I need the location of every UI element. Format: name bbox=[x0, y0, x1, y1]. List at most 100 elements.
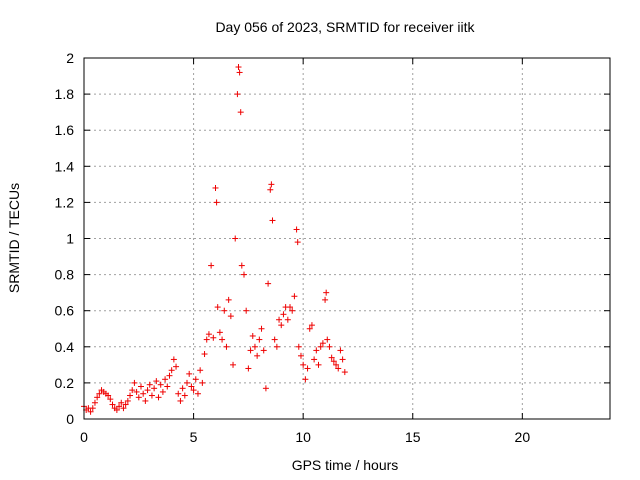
data-point bbox=[280, 311, 287, 318]
data-point bbox=[294, 239, 301, 246]
data-point bbox=[216, 329, 223, 336]
data-point bbox=[203, 336, 210, 343]
data-point bbox=[265, 280, 272, 287]
y-tick-label: 0.8 bbox=[55, 267, 75, 283]
data-series bbox=[81, 64, 348, 415]
data-point bbox=[131, 379, 138, 386]
data-point bbox=[230, 361, 237, 368]
data-point bbox=[322, 296, 329, 303]
data-point bbox=[249, 332, 256, 339]
data-point bbox=[118, 399, 125, 406]
y-tick-label: 1.8 bbox=[55, 86, 75, 102]
data-point bbox=[260, 347, 267, 354]
data-point bbox=[251, 343, 258, 350]
data-point bbox=[308, 322, 315, 329]
data-point bbox=[129, 387, 136, 394]
data-point bbox=[91, 399, 98, 406]
data-point bbox=[210, 334, 217, 341]
data-point bbox=[225, 296, 232, 303]
data-point bbox=[188, 383, 195, 390]
data-point bbox=[96, 390, 103, 397]
data-point bbox=[194, 390, 201, 397]
data-point bbox=[341, 369, 348, 376]
data-point bbox=[335, 365, 342, 372]
data-point bbox=[326, 343, 333, 350]
data-point bbox=[234, 91, 241, 98]
y-tick-label: 0.4 bbox=[55, 339, 75, 355]
axis-ticks bbox=[83, 57, 610, 420]
y-tick-labels: 0 0.2 0.4 0.6 0.8 1 1.2 1.4 1.6 1.8 2 bbox=[55, 50, 75, 427]
data-point bbox=[232, 235, 239, 242]
data-point bbox=[184, 379, 191, 386]
x-tick-label: 20 bbox=[515, 429, 531, 445]
data-point bbox=[105, 392, 112, 399]
data-point bbox=[247, 347, 254, 354]
data-point bbox=[240, 271, 247, 278]
data-point bbox=[333, 361, 340, 368]
x-tick-label: 0 bbox=[80, 429, 88, 445]
data-point bbox=[208, 262, 215, 269]
data-point bbox=[304, 365, 311, 372]
data-point bbox=[166, 372, 173, 379]
data-point bbox=[107, 396, 114, 403]
data-point bbox=[256, 336, 263, 343]
data-point bbox=[213, 199, 220, 206]
data-point bbox=[243, 307, 250, 314]
data-point bbox=[268, 181, 275, 188]
data-point bbox=[297, 352, 304, 359]
data-point bbox=[142, 397, 149, 404]
data-point bbox=[205, 331, 212, 338]
x-tick-label: 10 bbox=[295, 429, 311, 445]
y-tick-label: 1.6 bbox=[55, 122, 75, 138]
y-tick-label: 0 bbox=[66, 411, 74, 427]
data-point bbox=[89, 405, 96, 412]
data-point bbox=[262, 385, 269, 392]
data-point bbox=[236, 69, 243, 76]
data-point bbox=[133, 388, 140, 395]
data-point bbox=[254, 352, 261, 359]
data-point bbox=[153, 378, 160, 385]
data-point bbox=[164, 383, 171, 390]
data-point bbox=[273, 343, 280, 350]
data-point bbox=[179, 385, 186, 392]
y-tick-label: 2 bbox=[66, 50, 74, 66]
data-point bbox=[324, 336, 331, 343]
data-point bbox=[300, 361, 307, 368]
data-point bbox=[339, 356, 346, 363]
data-point bbox=[190, 387, 197, 394]
x-tick-label: 5 bbox=[190, 429, 198, 445]
data-point bbox=[159, 388, 166, 395]
data-point bbox=[168, 367, 175, 374]
data-point bbox=[267, 186, 274, 193]
data-point bbox=[120, 405, 127, 412]
x-axis-title: GPS time / hours bbox=[292, 457, 399, 473]
data-point bbox=[337, 347, 344, 354]
data-point bbox=[214, 304, 221, 311]
data-point bbox=[302, 376, 309, 383]
data-point bbox=[212, 184, 219, 191]
data-point bbox=[148, 392, 155, 399]
data-point bbox=[235, 64, 242, 71]
data-point bbox=[186, 370, 193, 377]
data-point bbox=[317, 343, 324, 350]
data-point bbox=[315, 361, 322, 368]
data-point bbox=[306, 325, 313, 332]
data-point bbox=[87, 408, 94, 415]
chart-title: Day 056 of 2023, SRMTID for receiver iit… bbox=[215, 19, 475, 35]
data-point bbox=[199, 379, 206, 386]
data-point bbox=[155, 394, 162, 401]
data-point bbox=[293, 226, 300, 233]
data-point bbox=[201, 351, 208, 358]
data-point bbox=[271, 336, 278, 343]
data-point bbox=[238, 262, 245, 269]
data-point bbox=[151, 385, 158, 392]
y-tick-label: 1 bbox=[66, 231, 74, 247]
data-point bbox=[122, 401, 129, 408]
y-tick-label: 0.6 bbox=[55, 303, 75, 319]
data-point bbox=[237, 109, 244, 116]
data-point bbox=[330, 358, 337, 365]
data-point bbox=[146, 381, 153, 388]
x-tick-labels: 0 5 10 15 20 bbox=[80, 429, 530, 445]
data-point bbox=[175, 390, 182, 397]
